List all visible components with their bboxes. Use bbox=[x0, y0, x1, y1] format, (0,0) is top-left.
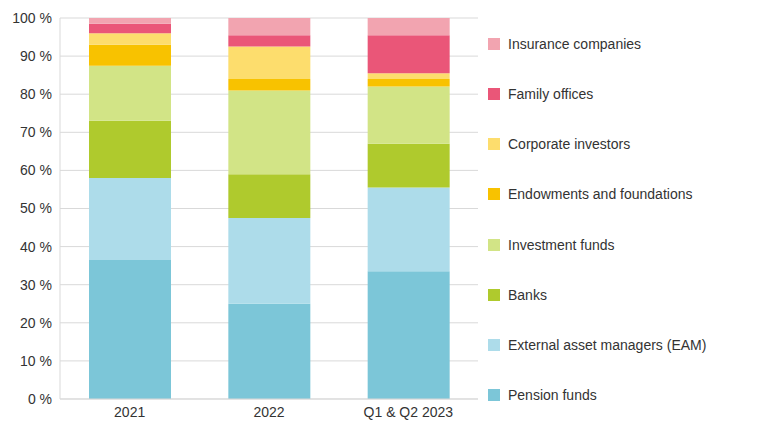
html-text:Corporate investors: Corporate investors bbox=[508, 136, 631, 153]
svg-text:20 %: 20 % bbox=[20, 315, 52, 331]
svg-text:30 %: 30 % bbox=[20, 277, 52, 293]
html-text:Insurance companies: Insurance companies bbox=[508, 36, 642, 52]
html-text:Endowments and foundations: Endowments and foundations bbox=[508, 186, 693, 203]
svg-text:60 %: 60 % bbox=[20, 162, 52, 178]
html-text:Family offices: Family offices bbox=[508, 86, 594, 103]
svg-text:90 %: 90 % bbox=[20, 48, 52, 64]
svg-text:70 %: 70 % bbox=[20, 124, 52, 140]
svg-text:10 %: 10 % bbox=[20, 353, 52, 369]
svg-text:0 %: 0 % bbox=[28, 391, 52, 407]
svg-text:2021: 2021 bbox=[114, 404, 145, 420]
svg-text:Q1 & Q2 2023: Q1 & Q2 2023 bbox=[364, 404, 454, 420]
html-text:Banks: Banks bbox=[508, 286, 547, 303]
html-text:External asset managers (EAM): External asset managers (EAM) bbox=[508, 336, 707, 353]
svg-text:40 %: 40 % bbox=[20, 239, 52, 255]
html-text:Pension funds: Pension funds bbox=[508, 387, 597, 403]
svg-text:80 %: 80 % bbox=[20, 86, 52, 102]
svg-text:100 %: 100 % bbox=[12, 10, 52, 26]
svg-text:50 %: 50 % bbox=[20, 200, 52, 216]
html-text:Investment funds: Investment funds bbox=[508, 236, 615, 253]
svg-text:2022: 2022 bbox=[253, 404, 284, 420]
